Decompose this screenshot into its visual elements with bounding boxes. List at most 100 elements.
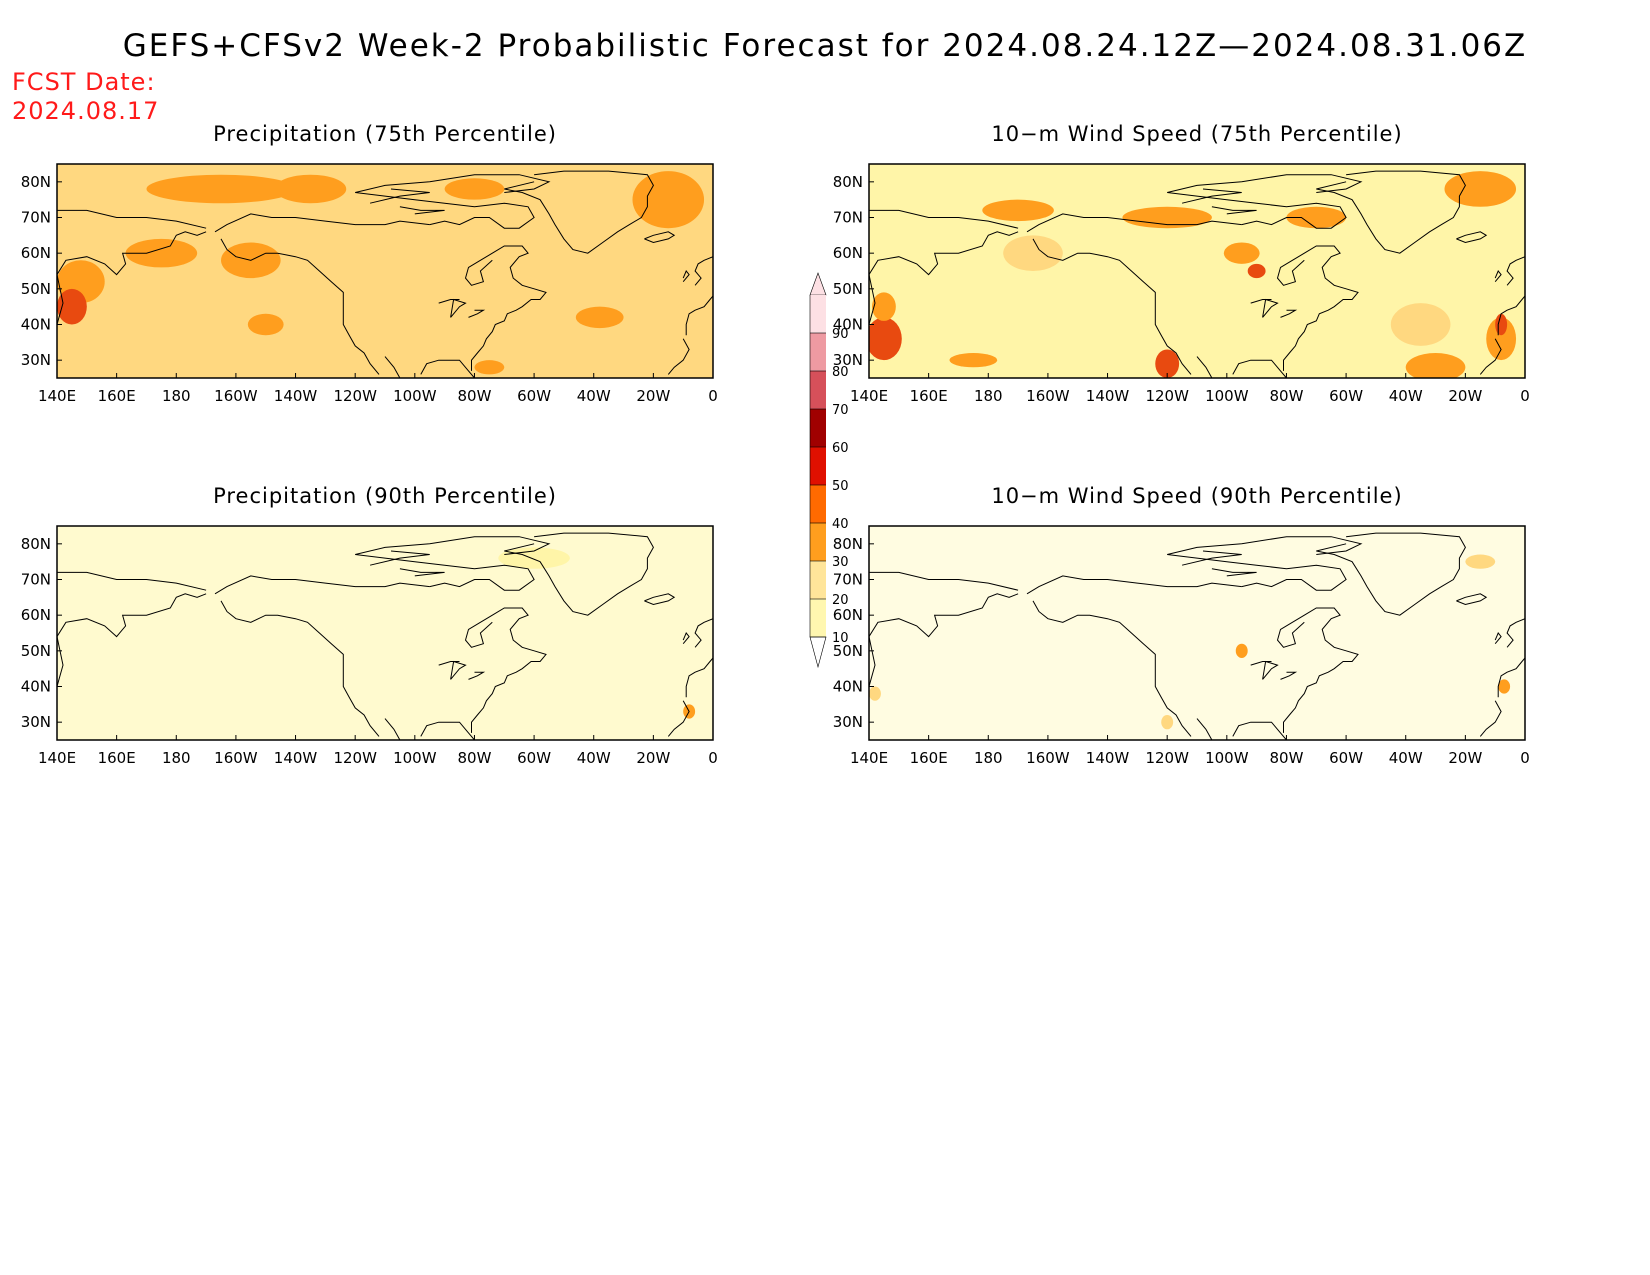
lat-label: 70N (833, 571, 863, 589)
colorbar-label: 80 (832, 365, 849, 380)
coastline (214, 213, 430, 233)
coastline (450, 298, 467, 318)
probability-region (1161, 715, 1174, 730)
forecast-date: FCST Date: 2024.08.17 (12, 68, 159, 126)
map-svg: 140E 160E 180 160W 140W 120W 100W 80W 60W 40W 20W 0… (21, 163, 718, 405)
colorbar-swatch (810, 409, 826, 447)
lon-label: 180 (974, 749, 1003, 767)
lon-label: 120W (1145, 387, 1189, 405)
lon-label: 160W (1026, 749, 1070, 767)
colorbar-label: 40 (832, 517, 849, 532)
coastline (450, 660, 467, 680)
coastline (504, 170, 654, 254)
coastline (1276, 245, 1359, 371)
coastline (869, 593, 1019, 687)
colorbar-label: 30 (832, 555, 849, 570)
coastline (1032, 600, 1192, 737)
lat-label: 80N (21, 535, 51, 553)
coastline (1280, 671, 1298, 680)
coastline (220, 600, 380, 737)
coastline (1026, 213, 1242, 233)
lon-label: 60W (517, 387, 551, 405)
lon-label: 0 (708, 387, 718, 405)
probability-region (1390, 303, 1451, 346)
coastline (57, 231, 207, 325)
lon-label: 140E (38, 749, 76, 767)
coastline (694, 618, 713, 648)
coastline (1250, 661, 1272, 666)
lat-label: 60N (833, 606, 863, 624)
probability-region (575, 306, 624, 329)
lon-label: 160W (214, 387, 258, 405)
panel-wind-90th: 10−m Wind Speed (90th Percentile) 140E 16… (812, 484, 1632, 854)
colorbar-swatch (810, 333, 826, 371)
lat-label: 60N (21, 606, 51, 624)
lon-label: 20W (1448, 387, 1482, 405)
lat-label: 30N (833, 713, 863, 731)
lon-label: 140W (274, 387, 318, 405)
coastline (1506, 256, 1525, 286)
coastline (1276, 607, 1359, 733)
panel-title: Precipitation (90th Percentile) (213, 484, 557, 508)
coastline (685, 295, 713, 336)
coastline (1456, 231, 1488, 244)
coastline (1032, 238, 1192, 375)
colorbar-swatch (810, 599, 826, 637)
colorbar-label: 90 (832, 327, 849, 342)
coastline (384, 356, 401, 378)
lon-label: 80W (1269, 749, 1303, 767)
coastline (1211, 206, 1257, 215)
lon-label: 60W (517, 749, 551, 767)
coastline (1196, 356, 1213, 378)
coastline (1026, 575, 1242, 595)
probability-region (1223, 242, 1260, 264)
coastline (869, 209, 1019, 229)
coastline (464, 607, 547, 733)
probability-region (86, 306, 147, 343)
lon-label: 20W (636, 387, 670, 405)
lat-label: 80N (833, 535, 863, 553)
coastline (384, 718, 401, 740)
coastline (869, 231, 1019, 325)
lat-label: 30N (21, 351, 51, 369)
map-frame (868, 163, 1526, 379)
probability-region (1444, 171, 1517, 207)
lat-label: 60N (21, 244, 51, 262)
coastline (1479, 700, 1502, 737)
coastline (1456, 593, 1488, 606)
panel-wind-75th: 10−m Wind Speed (75th Percentile) 140E 16… (812, 122, 1632, 492)
main-title: GEFS+CFSv2 Week-2 Probabilistic Forecast… (122, 28, 1528, 64)
map-svg: 140E 160E 180 160W 140W 120W 100W 80W 60W 40W 20W 0… (833, 163, 1530, 405)
lon-label: 100W (393, 749, 437, 767)
coastline (1479, 338, 1502, 375)
probability-region (310, 231, 371, 261)
probability-region (871, 292, 896, 321)
lon-label: 160W (1026, 387, 1070, 405)
lon-label: 80W (457, 387, 491, 405)
lat-label: 70N (833, 209, 863, 227)
coastline (1494, 632, 1502, 645)
coastline (682, 270, 690, 283)
probability-region (1465, 554, 1496, 569)
lon-label: 100W (1205, 387, 1249, 405)
lon-label: 180 (162, 387, 191, 405)
coastline (1316, 170, 1466, 254)
lon-label: 180 (162, 749, 191, 767)
probability-region (444, 178, 505, 200)
lon-label: 160E (98, 387, 136, 405)
coastline (1232, 721, 1287, 740)
lon-label: 120W (333, 749, 377, 767)
probability-region (1235, 643, 1248, 658)
coastline (1497, 657, 1525, 698)
lon-label: 100W (1205, 749, 1249, 767)
lat-label: 40N (833, 678, 863, 696)
coastline (685, 657, 713, 698)
colorbar-swatch (810, 485, 826, 523)
coastline (1280, 309, 1298, 318)
probability-region (146, 174, 296, 204)
forecast-date-label: FCST Date: (12, 68, 156, 96)
coastline (667, 700, 690, 737)
lon-label: 120W (1145, 749, 1189, 767)
coastline (399, 206, 445, 215)
lat-label: 70N (21, 209, 51, 227)
